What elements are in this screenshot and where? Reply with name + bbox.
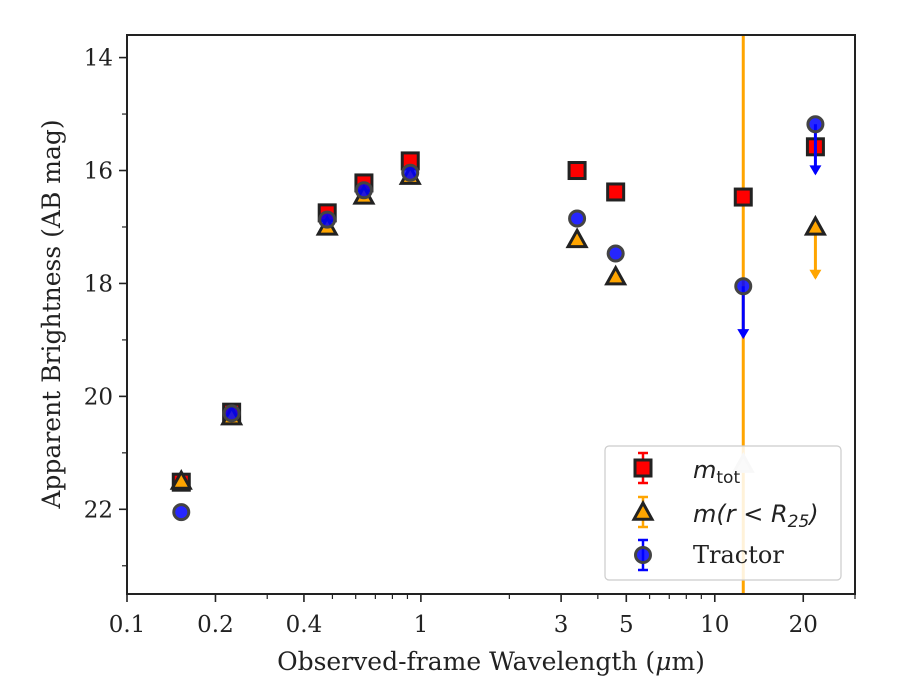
- axis-ticks: 0.1 0.2 0.4 1 3 5 10 20 14 16 18 20 22: [84, 46, 856, 638]
- x-tick-label: 20: [789, 612, 818, 638]
- y-tick-label: 22: [84, 497, 113, 523]
- legend-label-tractor: Tractor: [693, 541, 784, 569]
- y-tick-label: 14: [84, 46, 113, 72]
- data-point-tractor: [806, 115, 825, 134]
- upper-limit-arrow-head: [737, 329, 750, 340]
- legend-marker-mtot: [633, 458, 653, 478]
- legend-box: [604, 445, 842, 581]
- legend-label-mtot: mtot: [693, 456, 740, 488]
- x-tick-label: 0.2: [197, 612, 234, 638]
- data-point-m-r25: [803, 214, 827, 236]
- plot-marks: [169, 35, 827, 594]
- legend-label-m-r25: m(r < R25): [693, 500, 819, 532]
- data-point-tractor: [606, 244, 625, 263]
- data-point-tractor: [734, 277, 753, 296]
- data-point-tractor: [318, 210, 337, 229]
- y-tick-label: 16: [84, 159, 113, 185]
- data-point-tractor: [354, 181, 373, 200]
- x-tick-label: 1: [414, 612, 429, 638]
- x-axis-label: Observed-frame Wavelength (μm): [277, 647, 705, 676]
- x-tick-label: 10: [700, 612, 729, 638]
- data-point-tractor: [568, 209, 587, 228]
- data-point-mtot: [733, 187, 753, 207]
- data-point-tractor: [401, 163, 420, 182]
- data-point-m-r25: [604, 264, 628, 286]
- x-tick-label: 0.1: [109, 612, 146, 638]
- x-tick-label: 3: [554, 612, 569, 638]
- data-point-m-r25: [565, 227, 589, 249]
- y-tick-label: 18: [84, 271, 113, 297]
- data-point-m-r25: [169, 468, 193, 490]
- x-tick-label: 0.4: [286, 612, 323, 638]
- legend-markers: [631, 451, 655, 572]
- x-tick-label: 5: [619, 612, 634, 638]
- series-mtot: [171, 137, 825, 492]
- series-tractor: [172, 115, 825, 522]
- legend-marker-tractor: [634, 546, 652, 564]
- y-tick-label: 20: [84, 384, 113, 410]
- data-point-tractor: [172, 503, 191, 522]
- y-axis-label: Apparent Brightness (AB mag): [37, 119, 66, 509]
- data-point-mtot: [567, 161, 587, 181]
- data-point-tractor: [222, 404, 241, 423]
- data-point-mtot: [606, 182, 626, 202]
- legend-marker-m-r25: [631, 499, 655, 521]
- upper-limit-arrow-head: [809, 269, 822, 280]
- upper-limit-arrow-head: [809, 165, 822, 176]
- series-m-r25: [169, 164, 827, 490]
- legend: mtot m(r < R25) Tractor: [604, 445, 842, 581]
- plot-frame: [126, 34, 856, 595]
